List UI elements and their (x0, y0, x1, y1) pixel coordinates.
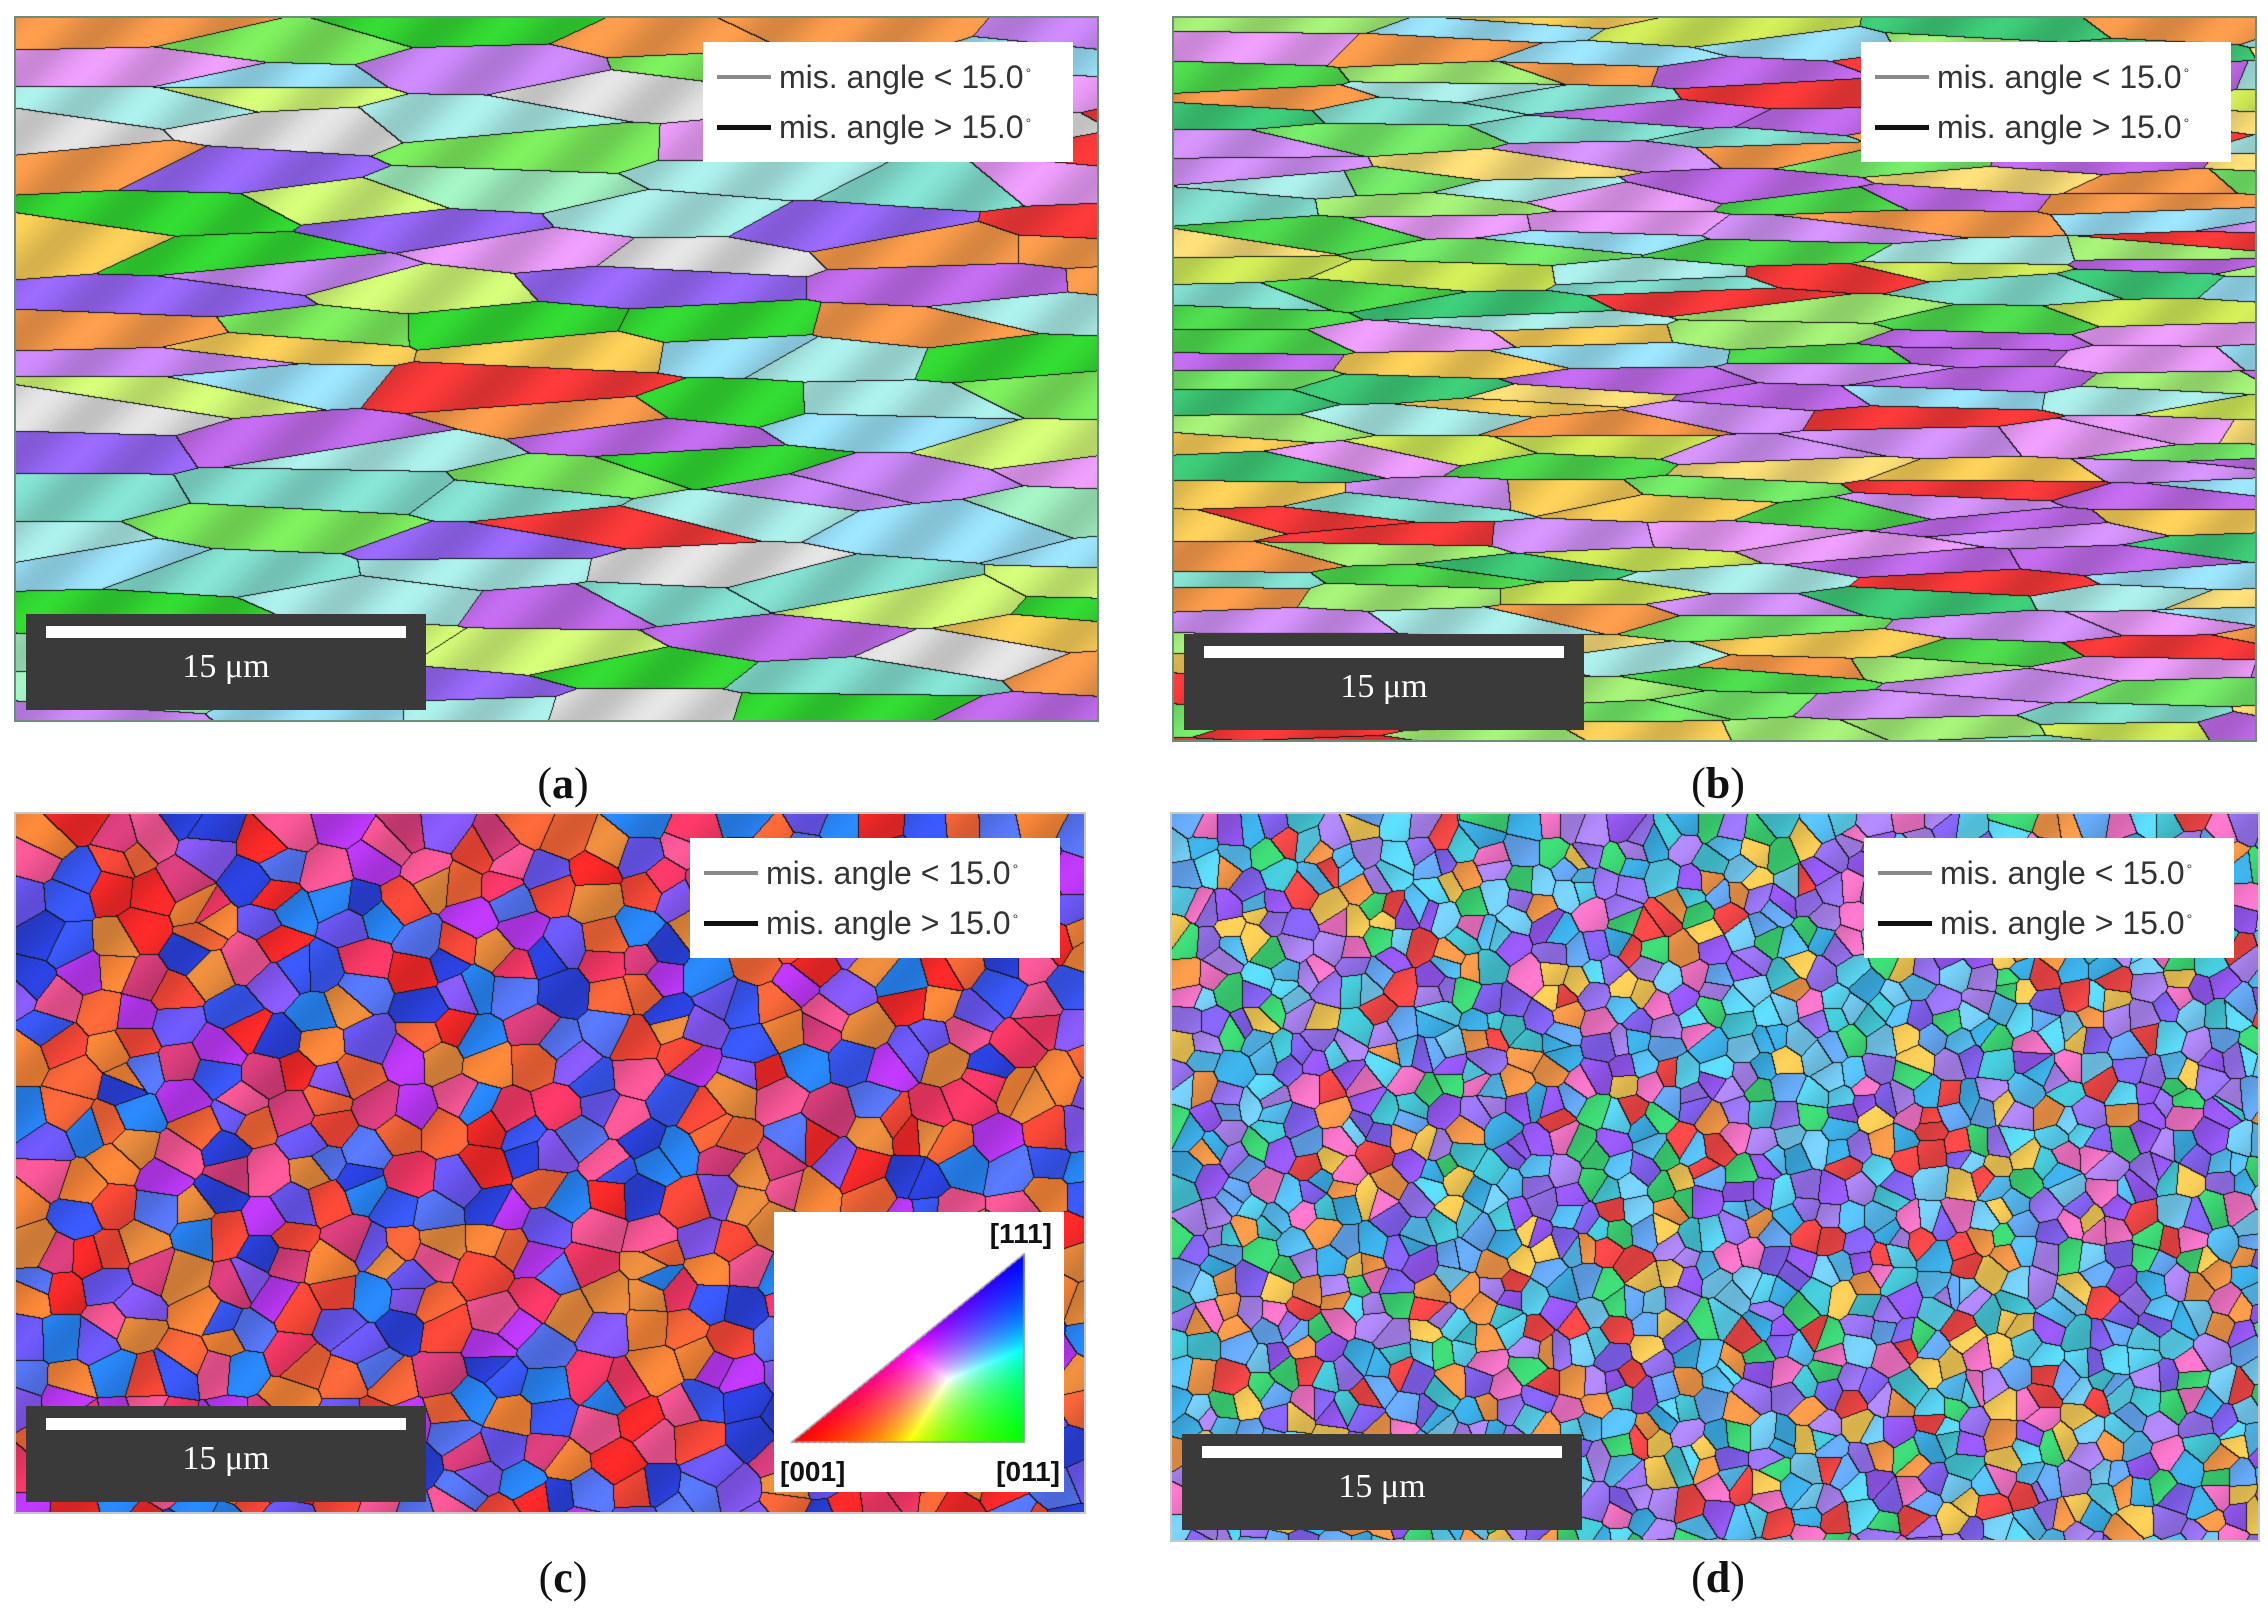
caption-letter: b (1705, 759, 1731, 808)
legend-low-angle: mis. angle < 15.0 ° (1875, 52, 2217, 102)
misorientation-legend: mis. angle < 15.0 ° mis. angle > 15.0 ° (1861, 42, 2231, 162)
ebsd-map-d: mis. angle < 15.0 ° mis. angle > 15.0 ° 15… (1170, 812, 2260, 1542)
ipf-color-key: [111] [001] [011] (774, 1212, 1064, 1492)
misorientation-legend: mis. angle < 15.0 ° mis. angle > 15.0 ° (690, 838, 1060, 958)
scale-bar: 15 μm (1184, 634, 1584, 730)
legend-low-angle: mis. angle < 15.0 ° (704, 848, 1046, 898)
scale-bar-label: 15 μm (182, 1440, 270, 1477)
ipf-label-001: [001] (780, 1456, 846, 1487)
legend-low-label: mis. angle < 15.0 (779, 58, 1024, 95)
legend-high-angle: mis. angle > 15.0 ° (717, 102, 1059, 152)
ipf-triangle (774, 1212, 1064, 1492)
low-angle-line-swatch (717, 75, 771, 79)
degree-mark: ° (1025, 65, 1032, 81)
degree-mark: ° (2183, 65, 2190, 81)
legend-high-label: mis. angle > 15.0 (766, 904, 1011, 941)
ipf-label-111: [111] (989, 1218, 1052, 1249)
scale-bar-line (1204, 646, 1564, 658)
legend-high-label: mis. angle > 15.0 (1937, 108, 2182, 145)
scale-bar-label: 15 μm (182, 648, 270, 685)
ebsd-map-c: mis. angle < 15.0 ° mis. angle > 15.0 ° [1… (14, 812, 1086, 1514)
high-angle-line-swatch (1875, 124, 1929, 130)
low-angle-line-swatch (1878, 871, 1932, 875)
legend-high-angle: mis. angle > 15.0 ° (704, 898, 1046, 948)
degree-mark: ° (2186, 911, 2193, 927)
degree-mark: ° (2183, 115, 2190, 131)
caption-letter: c (553, 1553, 573, 1602)
caption-d: (d) (1691, 1553, 1745, 1602)
scale-bar-line (46, 1418, 406, 1430)
caption-letter: d (1705, 1553, 1731, 1602)
high-angle-line-swatch (1878, 920, 1932, 926)
legend-low-angle: mis. angle < 15.0 ° (717, 52, 1059, 102)
misorientation-legend: mis. angle < 15.0 ° mis. angle > 15.0 ° (1864, 838, 2234, 958)
degree-mark: ° (1012, 911, 1019, 927)
legend-high-label: mis. angle > 15.0 (779, 108, 1024, 145)
ebsd-map-a: mis. angle < 15.0 ° mis. angle > 15.0 ° 15… (14, 16, 1099, 722)
scale-bar-label: 15 μm (1340, 668, 1428, 705)
high-angle-line-swatch (717, 124, 771, 130)
caption-b: (b) (1691, 759, 1745, 808)
scale-bar-label: 15 μm (1338, 1468, 1426, 1505)
legend-low-label: mis. angle < 15.0 (1937, 58, 2182, 95)
high-angle-line-swatch (704, 920, 758, 926)
legend-low-label: mis. angle < 15.0 (1940, 854, 2185, 891)
degree-mark: ° (1025, 115, 1032, 131)
legend-high-label: mis. angle > 15.0 (1940, 904, 2185, 941)
scale-bar: 15 μm (26, 614, 426, 710)
caption-a: (a) (537, 759, 589, 808)
degree-mark: ° (1012, 861, 1019, 877)
legend-high-angle: mis. angle > 15.0 ° (1878, 898, 2220, 948)
scale-bar: 15 μm (1182, 1434, 1582, 1530)
scale-bar: 15 μm (26, 1406, 426, 1502)
misorientation-legend: mis. angle < 15.0 ° mis. angle > 15.0 ° (703, 42, 1073, 162)
legend-low-label: mis. angle < 15.0 (766, 854, 1011, 891)
ebsd-map-b: mis. angle < 15.0 ° mis. angle > 15.0 ° 15… (1172, 16, 2257, 742)
legend-low-angle: mis. angle < 15.0 ° (1878, 848, 2220, 898)
caption-c: (c) (538, 1553, 588, 1602)
caption-letter: a (552, 759, 574, 808)
degree-mark: ° (2186, 861, 2193, 877)
ipf-label-011: [011] (996, 1456, 1060, 1487)
low-angle-line-swatch (704, 871, 758, 875)
low-angle-line-swatch (1875, 75, 1929, 79)
scale-bar-line (1202, 1446, 1562, 1458)
scale-bar-line (46, 626, 406, 638)
legend-high-angle: mis. angle > 15.0 ° (1875, 102, 2217, 152)
